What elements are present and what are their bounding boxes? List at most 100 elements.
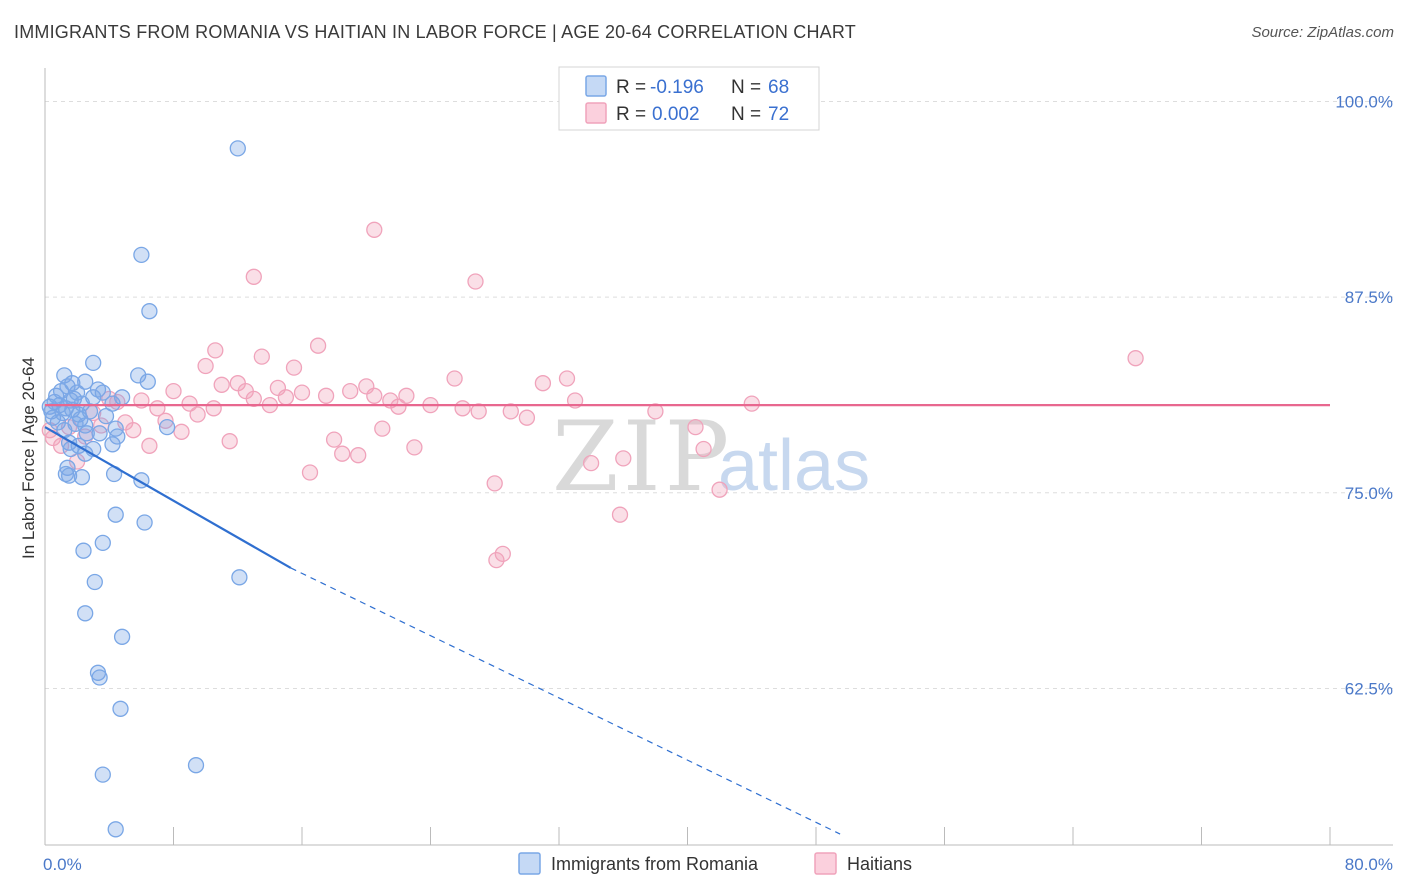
haitians-point	[615, 450, 632, 467]
romania-point	[112, 700, 129, 717]
romania-point	[113, 628, 131, 645]
haitians-point	[213, 376, 230, 393]
romania-point	[94, 534, 111, 552]
legend-r-value-1: -0.196	[650, 77, 704, 98]
haitians-point	[309, 337, 327, 354]
x-tick-label-0: 0.0%	[43, 855, 82, 874]
legend-n-value-1: 68	[768, 77, 789, 98]
romania-point	[86, 573, 103, 591]
haitians-point	[467, 273, 484, 290]
haitians-point	[647, 403, 664, 420]
haitians-point	[470, 403, 487, 420]
y-tick-label-0: 100.0%	[1335, 92, 1393, 111]
haitians-point	[518, 409, 536, 426]
romania-point	[229, 140, 246, 157]
haitians-point	[141, 437, 158, 454]
haitians-point	[743, 395, 760, 412]
romania-point	[91, 669, 108, 686]
romania-point	[139, 373, 156, 390]
haitians-point	[253, 348, 270, 365]
haitians-point	[181, 395, 198, 412]
legend-n-value-2: 72	[768, 104, 789, 125]
romania-point	[104, 436, 121, 453]
romania-point	[104, 395, 121, 412]
haitians-point	[534, 375, 552, 392]
haitians-point	[245, 268, 262, 285]
haitians-point	[285, 359, 303, 376]
haitians-point	[695, 440, 712, 458]
trend-lines	[44, 404, 1330, 835]
haitians-point	[366, 221, 383, 238]
y-tick-labels: 100.0% 87.5% 75.0% 62.5%	[1335, 92, 1393, 698]
romania-point	[60, 467, 78, 484]
haitians-point	[342, 382, 359, 400]
haitians-point	[374, 420, 391, 437]
bottom-legend-swatch-romania	[518, 852, 541, 875]
haitians-point	[189, 406, 206, 423]
romania-point	[73, 469, 91, 486]
haitians-point	[125, 422, 142, 439]
x-tick-label-1: 80.0%	[1345, 855, 1393, 874]
romania-point	[231, 569, 248, 586]
romania-point	[158, 418, 176, 436]
legend-r-value-2: 0.002	[652, 104, 700, 125]
haitians-point	[165, 382, 182, 400]
haitians-point	[488, 551, 505, 569]
watermark-zip: ZIP	[552, 401, 733, 513]
romania-point	[44, 409, 62, 426]
romania-point	[133, 246, 150, 264]
haitians-point	[277, 389, 295, 406]
romania-point	[77, 605, 94, 622]
haitians-point	[317, 387, 335, 404]
haitians-point	[711, 481, 728, 498]
haitians-point	[325, 431, 343, 448]
x-tick-labels: 0.0% 80.0%	[43, 855, 1393, 874]
watermark-atlas: atlas	[718, 426, 870, 506]
haitians-point	[406, 439, 423, 456]
romania-point	[109, 428, 126, 445]
haitians-point	[558, 370, 576, 387]
romania-point	[77, 373, 94, 390]
haitians-point	[486, 475, 503, 492]
legend-n-label-2: N =	[731, 104, 761, 125]
y-tick-label-2: 75.0%	[1345, 484, 1393, 503]
romania-points	[41, 140, 248, 838]
axes	[44, 68, 1393, 846]
romania-point	[136, 514, 153, 531]
romania-point	[94, 384, 111, 401]
haitians-point	[207, 342, 224, 359]
y-axis-label: In Labor Force | Age 20-64	[19, 357, 38, 559]
stats-legend: R = -0.196 N = 68 R = 0.002 N = 72	[558, 66, 820, 131]
romania-point	[48, 387, 65, 404]
legend-swatch-pink	[585, 102, 607, 124]
romania-point	[85, 354, 102, 372]
haitians-point	[245, 390, 262, 408]
romania-trend-line	[44, 426, 292, 569]
romania-point	[130, 367, 147, 384]
series-legend: Immigrants from Romania Haitians	[518, 852, 912, 875]
haitians-point	[293, 384, 311, 401]
haitians-point	[1127, 350, 1144, 367]
haitians-point	[611, 506, 629, 523]
chart-title: IMMIGRANTS FROM ROMANIA VS HAITIAN IN LA…	[14, 22, 856, 42]
bottom-legend-swatch-haitians	[814, 852, 837, 875]
romania-trend-extension	[290, 567, 841, 835]
haitians-point	[301, 464, 319, 481]
haitians-point	[502, 403, 519, 420]
romania-point	[94, 766, 111, 783]
romania-point	[75, 542, 92, 559]
romania-point	[91, 425, 108, 442]
haitians-point	[446, 370, 463, 387]
haitians-point	[390, 398, 407, 415]
haitians-point	[582, 454, 600, 472]
romania-point	[187, 757, 205, 774]
romania-point	[107, 821, 124, 838]
haitians-point	[221, 433, 238, 450]
romania-point	[107, 506, 124, 523]
haitians-point	[454, 400, 471, 417]
legend-swatch-blue	[585, 75, 607, 97]
legend-r-label-1: R =	[616, 77, 646, 98]
legend-n-label-1: N =	[731, 77, 761, 98]
haitians-point	[173, 423, 190, 440]
